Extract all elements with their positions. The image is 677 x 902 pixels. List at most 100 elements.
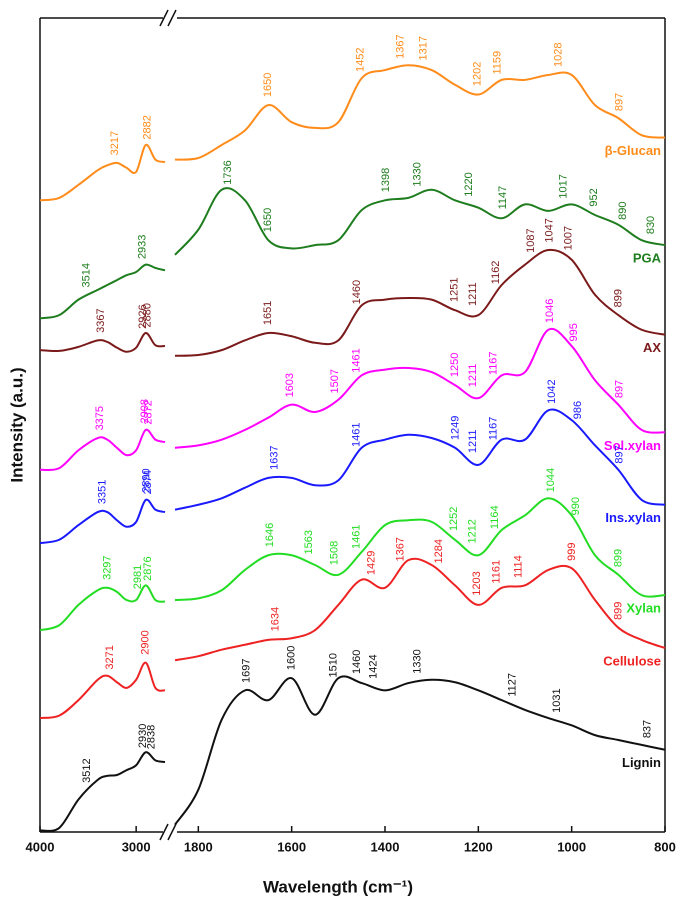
x-tick-label: 3000	[122, 839, 151, 854]
peak-label: 1510	[328, 653, 340, 677]
peak-label: 3297	[102, 555, 114, 579]
peak-label: 1114	[512, 555, 524, 578]
peak-label: 3367	[95, 308, 107, 332]
peak-label: 1603	[284, 373, 296, 397]
peak-label: 1167	[488, 351, 500, 375]
spectrum-line	[39, 557, 666, 720]
peak-label: 1211	[467, 429, 479, 453]
peak-label: 1159	[491, 51, 503, 75]
peak-label: 899	[613, 549, 625, 567]
peak-label: 1161	[490, 560, 502, 584]
peak-label: 2981	[132, 565, 144, 589]
peak-label: 3351	[96, 480, 108, 504]
peak-label: 1429	[365, 551, 377, 575]
peak-label: 1600	[286, 646, 298, 670]
series-label: Sol.xylan	[604, 438, 661, 453]
peak-label: 2930	[137, 724, 149, 748]
frame	[39, 9, 666, 841]
x-tick-label: 1600	[277, 839, 306, 854]
peak-label: 1460	[351, 280, 363, 304]
peak-label: 1461	[350, 525, 362, 549]
peak-label: 3512	[81, 758, 93, 782]
peak-label: 1367	[394, 537, 406, 561]
peak-label: 1646	[264, 523, 276, 547]
peak-label: 1563	[303, 530, 315, 554]
peak-label: 1424	[368, 654, 380, 678]
peak-label: 1017	[558, 174, 570, 198]
spectrum-line	[39, 187, 666, 320]
spectrum-line	[39, 327, 666, 472]
peak-label: 1252	[448, 507, 460, 531]
series-label: Xylan	[626, 601, 661, 616]
peak-label: 2838	[146, 725, 158, 749]
peak-label: 1508	[329, 541, 341, 565]
peak-label: 995	[568, 323, 580, 341]
peak-label: 1736	[222, 160, 234, 184]
x-tick-label: 800	[654, 839, 676, 854]
peak-label: 890	[617, 201, 629, 219]
series-label: Cellulose	[603, 653, 661, 668]
x-tick-label: 1000	[557, 839, 586, 854]
spectrum-line	[39, 408, 666, 545]
peak-label: 1220	[463, 172, 475, 196]
peak-label: 3514	[81, 263, 93, 287]
spectrum-line	[39, 64, 666, 202]
series-label: Lignin	[622, 755, 661, 770]
y-axis-title: Intensity (a.u.)	[7, 367, 26, 482]
x-tick-label: 4000	[26, 839, 55, 854]
peak-label: 830	[645, 216, 657, 234]
peak-label: 2926	[137, 304, 149, 328]
peak-label: 1162	[490, 261, 502, 285]
peak-label: 897	[614, 445, 626, 463]
peak-label: 1202	[471, 62, 483, 86]
peak-label: 986	[572, 401, 584, 419]
peak-label: 2876	[142, 556, 154, 580]
axis-break	[159, 9, 177, 841]
peak-label: 1650	[262, 208, 274, 232]
peak-label: 2890	[141, 468, 153, 492]
peak-label: 1007	[562, 226, 574, 250]
peak-label: 1164	[489, 505, 501, 529]
peak-label: 990	[570, 497, 582, 515]
peak-label: 1317	[418, 36, 430, 60]
peak-label: 1284	[433, 539, 445, 563]
peak-label: 1367	[394, 34, 406, 58]
peak-label: 1330	[412, 162, 424, 186]
peak-label: 1211	[467, 364, 479, 388]
peak-label: 2880	[142, 303, 154, 327]
peak-label: 1047	[544, 218, 556, 242]
peak-label: 1212	[467, 519, 479, 543]
peak-label: 1650	[262, 73, 274, 97]
peak-label: 2908	[139, 399, 151, 423]
peak-label: 1203	[471, 571, 483, 595]
peak-label: 1031	[551, 688, 563, 712]
peak-label: 837	[642, 720, 654, 738]
peak-label: 1249	[449, 416, 461, 440]
peak-label: 2900	[140, 630, 152, 654]
peak-label: 1042	[546, 379, 558, 403]
peak-label: 1637	[268, 445, 280, 469]
peak-label: 899	[613, 289, 625, 307]
series-label: Ins.xylan	[605, 510, 661, 525]
peak-label: 1452	[355, 48, 367, 72]
peak-label: 2882	[141, 115, 153, 139]
series-label: PGA	[633, 251, 662, 266]
peak-label: 1167	[488, 417, 500, 441]
x-tick-label: 1800	[184, 839, 213, 854]
peak-label: 1147	[497, 186, 509, 210]
spectrum-line	[39, 675, 666, 832]
peak-label: 1330	[412, 649, 424, 673]
peak-label: 1251	[448, 278, 460, 302]
peak-label: 2933	[137, 235, 149, 259]
peak-label: 1460	[351, 650, 363, 674]
peak-label: 1028	[553, 42, 565, 66]
x-axis-title: Wavelength (cm⁻¹)	[263, 877, 413, 896]
x-tick-label: 1400	[371, 839, 400, 854]
series-label: β-Glucan	[605, 143, 661, 158]
peak-label: 3271	[104, 645, 116, 669]
peak-label: 897	[614, 93, 626, 111]
peak-label: 1634	[270, 607, 282, 631]
peak-label: 3217	[109, 131, 121, 155]
peak-label: 1046	[544, 299, 556, 323]
